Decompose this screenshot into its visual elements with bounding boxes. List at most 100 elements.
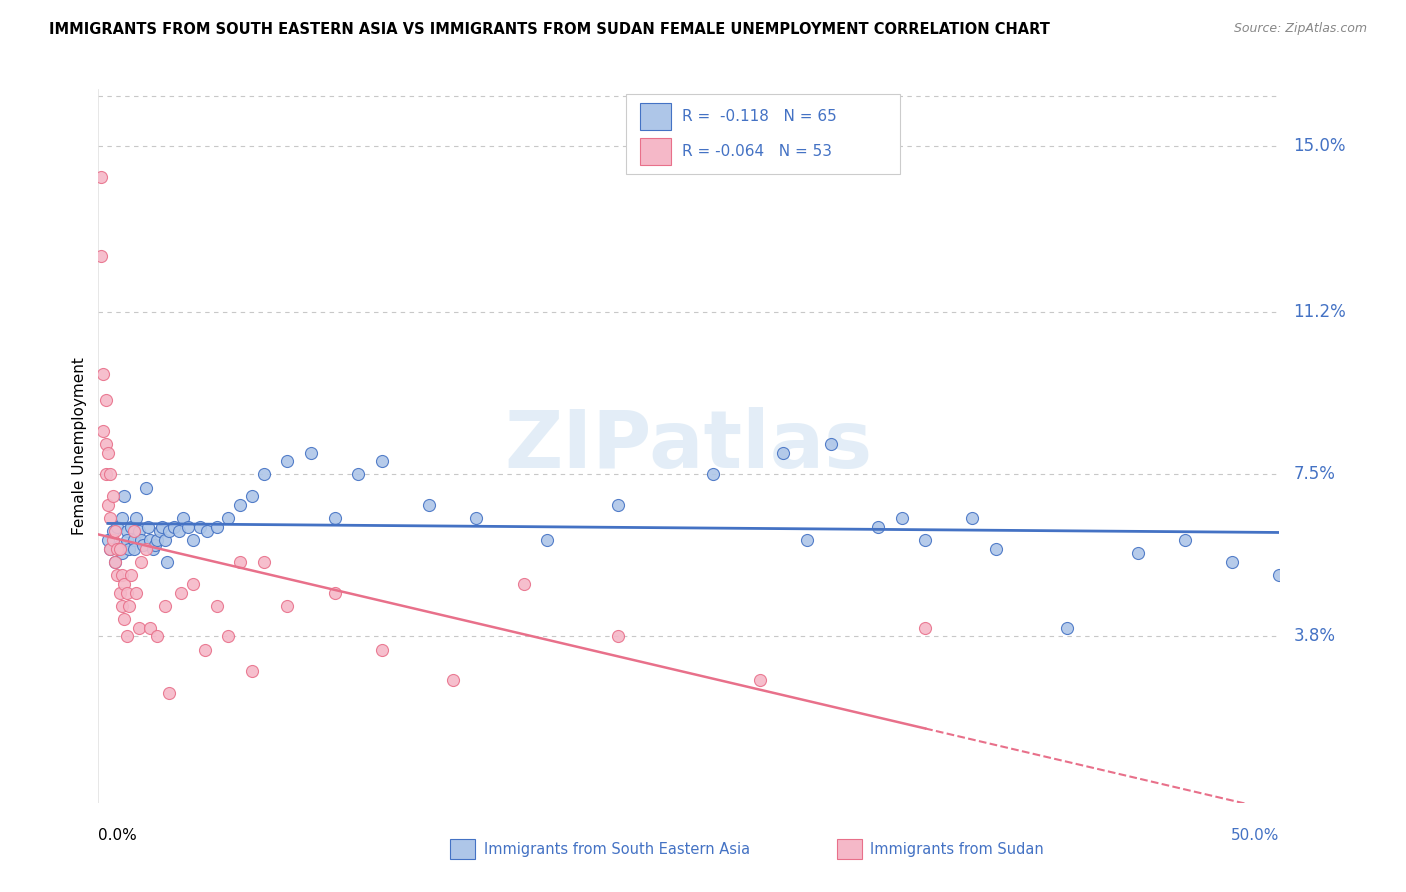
Text: Source: ZipAtlas.com: Source: ZipAtlas.com: [1233, 22, 1367, 36]
Point: [143, 537, 166, 551]
Point: [536, 533, 558, 548]
Point: [194, 642, 217, 657]
Point: [177, 520, 200, 534]
Point: [820, 437, 842, 451]
Point: [253, 555, 276, 569]
Point: [118, 599, 141, 613]
Point: [122, 524, 145, 539]
Point: [157, 524, 180, 539]
Point: [890, 511, 912, 525]
Point: [115, 524, 138, 539]
Point: [105, 520, 128, 534]
Text: 15.0%: 15.0%: [1294, 137, 1346, 155]
Point: [94, 437, 117, 451]
Point: [128, 621, 150, 635]
Text: 11.2%: 11.2%: [1294, 303, 1346, 321]
Point: [90, 249, 112, 263]
Point: [153, 599, 176, 613]
Point: [146, 533, 169, 548]
Point: [112, 489, 135, 503]
Text: Immigrants from Sudan: Immigrants from Sudan: [870, 842, 1045, 856]
Point: [94, 467, 117, 482]
Point: [170, 585, 193, 599]
Point: [121, 568, 143, 582]
Point: [1056, 621, 1078, 635]
Point: [97, 533, 120, 548]
Point: [347, 467, 370, 482]
Point: [97, 498, 120, 512]
Point: [97, 445, 120, 459]
Point: [205, 520, 228, 534]
Point: [104, 555, 127, 569]
Point: [229, 555, 252, 569]
Point: [240, 489, 263, 503]
Text: IMMIGRANTS FROM SOUTH EASTERN ASIA VS IMMIGRANTS FROM SUDAN FEMALE UNEMPLOYMENT : IMMIGRANTS FROM SOUTH EASTERN ASIA VS IM…: [49, 22, 1050, 37]
Point: [512, 577, 534, 591]
Point: [188, 520, 211, 534]
Point: [122, 533, 145, 548]
Point: [125, 511, 148, 525]
Point: [441, 673, 464, 688]
Point: [181, 533, 204, 548]
Point: [172, 511, 194, 525]
Point: [772, 445, 794, 459]
Point: [111, 568, 134, 582]
Point: [101, 524, 124, 539]
Point: [132, 537, 155, 551]
Point: [607, 629, 630, 643]
Point: [323, 585, 346, 599]
Point: [153, 533, 176, 548]
Point: [146, 629, 169, 643]
Point: [129, 555, 152, 569]
Point: [91, 367, 114, 381]
Point: [217, 629, 239, 643]
Point: [108, 541, 131, 556]
Point: [98, 541, 121, 556]
Point: [962, 511, 984, 525]
Point: [156, 555, 179, 569]
Point: [607, 498, 630, 512]
Point: [139, 621, 162, 635]
Point: [115, 585, 138, 599]
Point: [1174, 533, 1197, 548]
Point: [465, 511, 488, 525]
Point: [1126, 546, 1149, 560]
Point: [98, 541, 121, 556]
Text: R =  -0.118   N = 65: R = -0.118 N = 65: [682, 109, 837, 124]
Point: [108, 537, 131, 551]
Point: [91, 424, 114, 438]
Point: [163, 520, 186, 534]
Text: 3.8%: 3.8%: [1294, 627, 1336, 646]
Point: [94, 392, 117, 407]
Point: [1220, 555, 1243, 569]
Point: [276, 599, 298, 613]
Point: [371, 642, 394, 657]
Point: [914, 533, 936, 548]
Point: [139, 533, 162, 548]
Point: [914, 621, 936, 635]
Point: [101, 533, 124, 548]
Point: [181, 577, 204, 591]
Point: [128, 524, 150, 539]
Point: [122, 541, 145, 556]
Point: [101, 489, 124, 503]
Point: [118, 541, 141, 556]
Point: [104, 524, 127, 539]
Point: [205, 599, 228, 613]
Point: [105, 541, 128, 556]
Point: [1268, 568, 1291, 582]
Point: [90, 169, 112, 184]
Point: [136, 520, 159, 534]
Point: [984, 541, 1007, 556]
Point: [121, 520, 143, 534]
Point: [418, 498, 440, 512]
Point: [111, 511, 134, 525]
Text: Immigrants from South Eastern Asia: Immigrants from South Eastern Asia: [484, 842, 749, 856]
Point: [135, 481, 157, 495]
Point: [129, 533, 152, 548]
Point: [240, 665, 263, 679]
Point: [149, 524, 172, 539]
Text: R = -0.064   N = 53: R = -0.064 N = 53: [682, 144, 832, 159]
Point: [276, 454, 298, 468]
Point: [323, 511, 346, 525]
